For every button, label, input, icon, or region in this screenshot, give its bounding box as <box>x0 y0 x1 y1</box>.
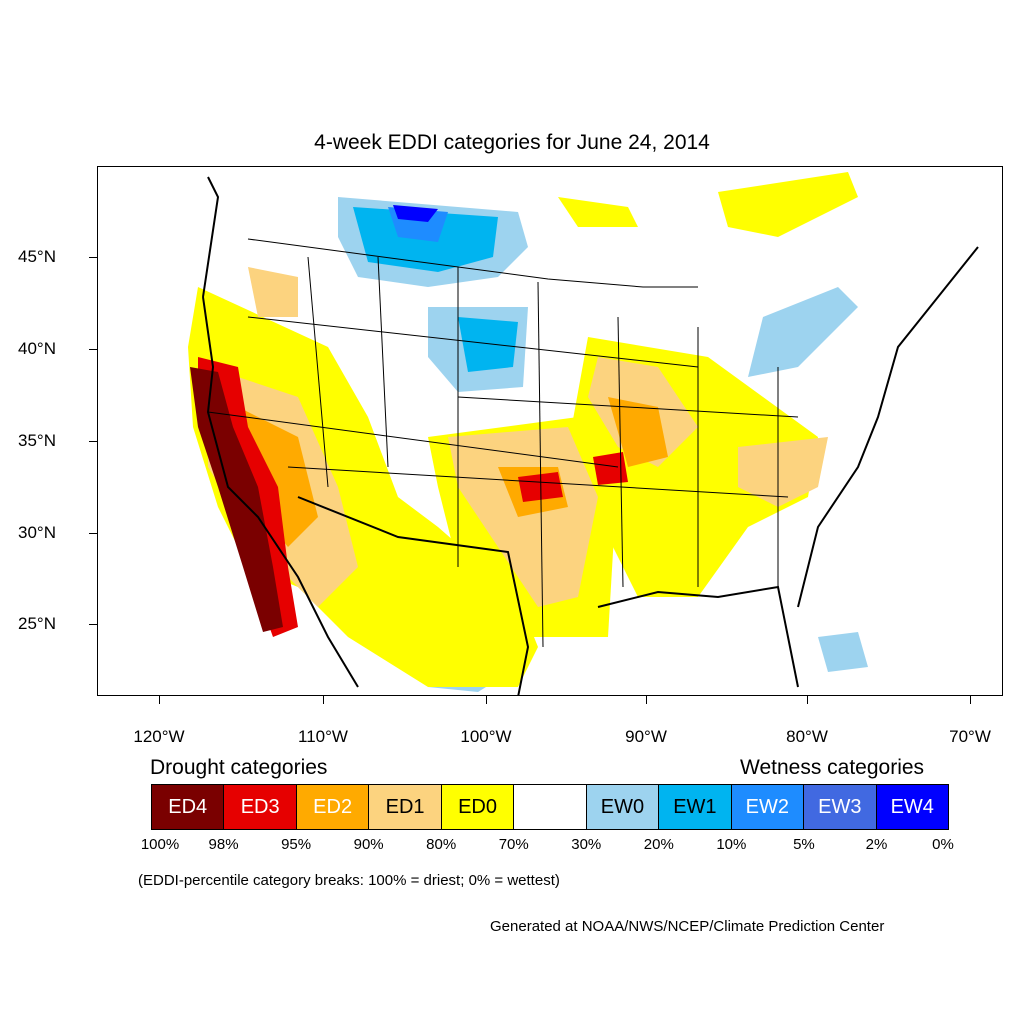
percent-break-label: 80% <box>426 836 457 853</box>
x-tick <box>323 696 324 704</box>
drought-regions <box>188 172 858 687</box>
eddi-map-canvas <box>188 172 979 695</box>
y-label: 45°N <box>18 247 56 266</box>
drought-heading: Drought categories <box>150 756 328 779</box>
x-tick <box>486 696 487 704</box>
y-tick <box>89 624 97 625</box>
y-label: 40°N <box>18 339 56 358</box>
percent-break-label: 2% <box>865 836 888 853</box>
percent-break-label: 70% <box>498 836 529 853</box>
legend-cell: ED3 <box>224 785 297 829</box>
x-label: 120°W <box>133 727 185 746</box>
legend-cell: EW4 <box>876 785 948 829</box>
y-tick <box>89 349 97 350</box>
percent-break-label: 20% <box>643 836 674 853</box>
map-title: 4-week EDDI categories for June 24, 2014 <box>314 131 710 154</box>
credit-line: Generated at NOAA/NWS/NCEP/Climate Predi… <box>490 918 885 935</box>
x-tick <box>159 696 160 704</box>
percent-break-label: 0% <box>932 836 954 853</box>
category-note: (EDDI-percentile category breaks: 100% =… <box>138 872 560 889</box>
x-tick <box>807 696 808 704</box>
x-label: 90°W <box>625 727 667 746</box>
category-legend: ED4 ED3 ED2 ED1 ED0 EW0 EW1 EW2 EW3 EW4 <box>151 784 949 830</box>
x-label: 70°W <box>949 727 991 746</box>
legend-cell: EW1 <box>659 785 732 829</box>
y-label: 30°N <box>18 523 56 542</box>
x-tick <box>646 696 647 704</box>
percent-break-label: 100% <box>140 836 180 853</box>
legend-cell <box>514 785 587 829</box>
percent-break-label: 30% <box>571 836 602 853</box>
legend-cell: ED0 <box>441 785 515 829</box>
percent-break-label: 90% <box>353 836 384 853</box>
y-label: 35°N <box>18 431 56 450</box>
y-label: 25°N <box>18 614 56 633</box>
y-tick <box>89 441 97 442</box>
percent-break-label: 95% <box>281 836 312 853</box>
percent-break-label: 98% <box>208 836 239 853</box>
legend-cell: EW2 <box>731 785 805 829</box>
legend-cell: EW3 <box>804 785 877 829</box>
boundaries <box>202 176 979 695</box>
percent-break-label: 5% <box>793 836 815 853</box>
x-label: 80°W <box>786 727 828 746</box>
legend-cell: ED4 <box>152 785 225 829</box>
percent-break-label: 10% <box>716 836 747 853</box>
legend-cell: EW0 <box>586 785 660 829</box>
x-label: 110°W <box>298 727 348 746</box>
y-tick <box>89 257 97 258</box>
wetness-heading: Wetness categories <box>740 756 925 779</box>
x-label: 100°W <box>460 727 512 746</box>
x-tick <box>970 696 971 704</box>
y-tick <box>89 533 97 534</box>
legend-cell: ED1 <box>369 785 442 829</box>
eddi-map <box>97 166 1003 696</box>
legend-cell: ED2 <box>296 785 370 829</box>
